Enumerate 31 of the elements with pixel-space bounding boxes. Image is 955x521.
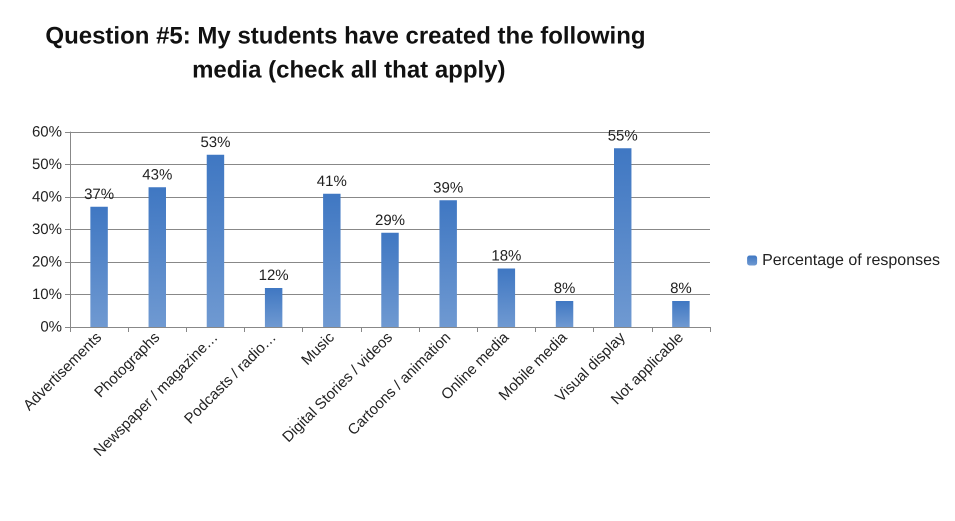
bar (323, 194, 341, 327)
data-label: 43% (142, 166, 172, 184)
y-tick-label: 0% (40, 318, 62, 336)
data-label: 37% (84, 186, 114, 203)
y-tick-label: 30% (32, 221, 62, 238)
data-label: 8% (554, 280, 576, 297)
bar (556, 301, 574, 327)
data-label: 12% (258, 267, 289, 284)
y-tick-label: 10% (32, 286, 62, 303)
data-label: 55% (608, 127, 638, 144)
data-label: 53% (200, 134, 230, 151)
y-tick-label: 20% (32, 254, 62, 270)
y-tick-label: 40% (32, 188, 62, 206)
bar (381, 232, 399, 327)
bar (264, 288, 282, 327)
bar (90, 206, 108, 327)
data-label: 8% (670, 280, 692, 297)
data-label: 29% (374, 212, 406, 229)
bar (498, 268, 516, 327)
chart-title: Question #5: My students have created the following media (check all that apply) (45, 22, 652, 84)
data-label: 39% (433, 179, 464, 196)
bar (148, 187, 166, 327)
bar (672, 301, 690, 327)
y-tick-label: 60% (32, 124, 62, 140)
legend-label: Percentage of responses (762, 252, 940, 269)
bar (206, 154, 224, 327)
bar (614, 148, 632, 327)
data-label: 18% (491, 248, 522, 264)
bar (439, 200, 457, 327)
data-label: 41% (316, 172, 347, 190)
y-tick-label: 50% (32, 156, 62, 173)
